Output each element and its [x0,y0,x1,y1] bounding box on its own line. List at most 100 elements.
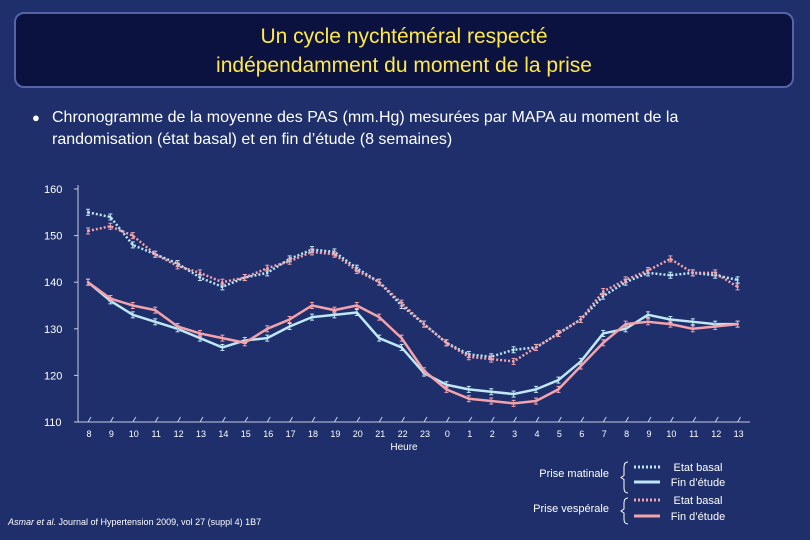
data-point [198,276,202,279]
data-point [355,269,358,272]
data-point [602,294,605,298]
data-point [512,392,515,396]
data-point [131,313,134,317]
data-point [512,360,515,363]
x-tick-mark [647,416,652,423]
y-tick-label: 130 [44,324,62,336]
data-point [154,308,157,312]
x-tick-label: 3 [512,429,517,439]
x-tick-mark [244,416,249,423]
data-point [624,322,627,326]
data-point [557,388,560,391]
data-point [378,336,381,340]
data-point [467,355,470,358]
x-tick-mark [109,416,114,423]
x-tick-label: 20 [353,429,363,439]
x-tick-mark [669,416,674,423]
data-point [378,281,381,284]
slide-title-line-2: indépendamment du moment de la prise [216,54,592,77]
series-line [87,281,738,405]
bullet-text: Chronogramme de la moyenne des PAS (mm.H… [52,109,679,148]
y-tick-label: 120 [44,370,62,382]
source-journal: Journal of Hypertension 2009, vol 27 (su… [56,517,262,527]
x-tick-label: 2 [490,429,495,439]
source-authors: Asmar et al. [8,517,57,527]
data-point [534,388,538,391]
data-point [602,332,605,335]
data-point [579,360,582,363]
data-point [310,304,314,307]
data-point [445,388,448,391]
data-point [221,285,224,289]
x-tick-mark [557,416,562,423]
x-tick-label: 5 [557,429,562,439]
y-tick-label: 110 [44,417,62,429]
x-tick-mark [625,416,630,423]
x-tick-label: 10 [666,429,676,439]
data-point [445,341,448,344]
legend-brace [620,461,629,494]
data-point [534,346,538,349]
x-tick-mark [132,416,137,423]
x-tick-mark [423,416,428,423]
y-tick-label: 140 [44,277,62,289]
bullet-icon: ● [32,110,40,125]
data-point [422,322,426,326]
data-point [266,336,269,340]
data-point [176,264,179,268]
x-tick-label: 17 [286,429,296,439]
data-point [422,369,426,372]
x-tick-label: 19 [330,429,340,439]
data-point [646,320,650,324]
data-point [86,281,90,284]
data-point [490,399,493,403]
data-point [714,271,717,275]
data-point [691,271,694,275]
x-tick-mark [289,416,294,423]
data-point [557,332,560,335]
x-tick-mark [468,416,473,423]
legend-group-morning: Prise matinale [539,468,609,480]
data-point [378,315,381,319]
x-tick-label: 16 [263,429,273,439]
data-point [400,346,403,349]
legend-entry-label: Fin d’étude [671,477,725,489]
y-tick-label: 160 [44,184,62,196]
x-tick-mark [714,416,719,423]
data-point [669,318,672,321]
data-point [288,318,291,321]
x-tick-mark [490,416,495,423]
data-point [310,315,314,319]
x-tick-label: 9 [646,429,651,439]
data-point [691,327,694,330]
x-tick-label: 9 [109,429,114,439]
x-tick-mark [87,416,92,423]
x-tick-mark [177,416,182,423]
x-tick-label: 14 [218,429,228,439]
x-axis-title: Heure [390,442,418,453]
data-point [86,211,90,214]
x-tick-label: 6 [579,429,584,439]
data-point [333,308,336,312]
data-point [109,297,112,300]
data-point [198,336,202,340]
data-point [86,229,90,233]
data-point [109,225,112,228]
legend-entry-label: Etat basal [674,462,723,474]
data-point [266,327,269,330]
data-point [221,281,224,284]
data-point [355,311,358,314]
x-tick-mark [154,416,159,423]
data-point [333,313,336,317]
x-tick-label: 13 [196,429,206,439]
data-point [198,271,202,275]
series-line [87,211,738,359]
x-tick-mark [692,416,697,423]
x-tick-label: 21 [375,429,385,439]
x-tick-label: 11 [152,429,161,439]
data-point [467,388,470,391]
legend-brace [620,497,629,525]
data-point [669,257,672,261]
x-tick-label: 15 [241,429,251,439]
